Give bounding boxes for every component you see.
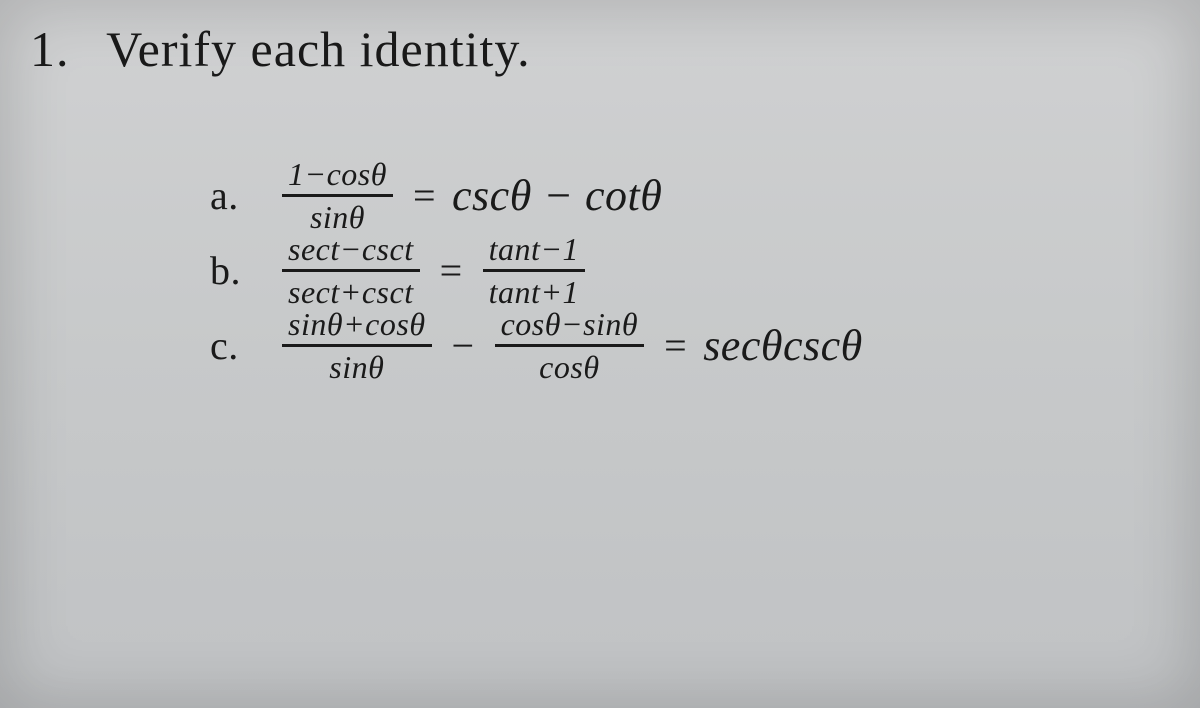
item-c-term2-numerator: cosθ−sinθ bbox=[495, 308, 645, 344]
item-a-lhs-numerator: 1−cosθ bbox=[282, 158, 393, 194]
minus-sign: − bbox=[452, 322, 475, 369]
item-c-term1-fraction: sinθ+cosθ sinθ bbox=[282, 308, 432, 383]
item-c: c. sinθ+cosθ sinθ − cosθ−sinθ cosθ = sec… bbox=[210, 308, 1160, 383]
item-b-rhs-fraction: tant−1 tant+1 bbox=[483, 233, 585, 308]
item-c-term2-fraction: cosθ−sinθ cosθ bbox=[495, 308, 645, 383]
item-b-lhs-denominator: sect+csct bbox=[282, 272, 420, 308]
item-c-rhs: secθcscθ bbox=[703, 320, 863, 371]
question-number: 1. bbox=[30, 20, 70, 78]
item-c-term1-numerator: sinθ+cosθ bbox=[282, 308, 432, 344]
equals-sign: = bbox=[440, 247, 463, 294]
item-b-rhs-denominator: tant+1 bbox=[483, 272, 585, 308]
equals-sign: = bbox=[664, 322, 687, 369]
item-b: b. sect−csct sect+csct = tant−1 tant+1 bbox=[210, 233, 1160, 308]
items-container: a. 1−cosθ sinθ = cscθ − cotθ b. sect−csc… bbox=[210, 158, 1160, 383]
question-heading: 1. Verify each identity. bbox=[30, 20, 1160, 78]
item-c-term2-denominator: cosθ bbox=[533, 347, 605, 383]
item-c-label: c. bbox=[210, 322, 270, 369]
item-c-term1-denominator: sinθ bbox=[323, 347, 390, 383]
item-a: a. 1−cosθ sinθ = cscθ − cotθ bbox=[210, 158, 1160, 233]
item-a-label: a. bbox=[210, 172, 270, 219]
item-a-lhs-fraction: 1−cosθ sinθ bbox=[282, 158, 393, 233]
page: 1. Verify each identity. a. 1−cosθ sinθ … bbox=[0, 0, 1200, 708]
item-b-expression: sect−csct sect+csct = tant−1 tant+1 bbox=[278, 233, 589, 308]
item-b-lhs-fraction: sect−csct sect+csct bbox=[282, 233, 420, 308]
question-prompt: Verify each identity. bbox=[106, 21, 531, 77]
equals-sign: = bbox=[413, 172, 436, 219]
item-a-rhs: cscθ − cotθ bbox=[452, 170, 662, 221]
item-a-expression: 1−cosθ sinθ = cscθ − cotθ bbox=[278, 158, 662, 233]
item-b-lhs-numerator: sect−csct bbox=[282, 233, 420, 269]
item-a-lhs-denominator: sinθ bbox=[304, 197, 371, 233]
item-c-expression: sinθ+cosθ sinθ − cosθ−sinθ cosθ = secθcs… bbox=[278, 308, 863, 383]
item-b-label: b. bbox=[210, 247, 270, 294]
item-b-rhs-numerator: tant−1 bbox=[483, 233, 585, 269]
